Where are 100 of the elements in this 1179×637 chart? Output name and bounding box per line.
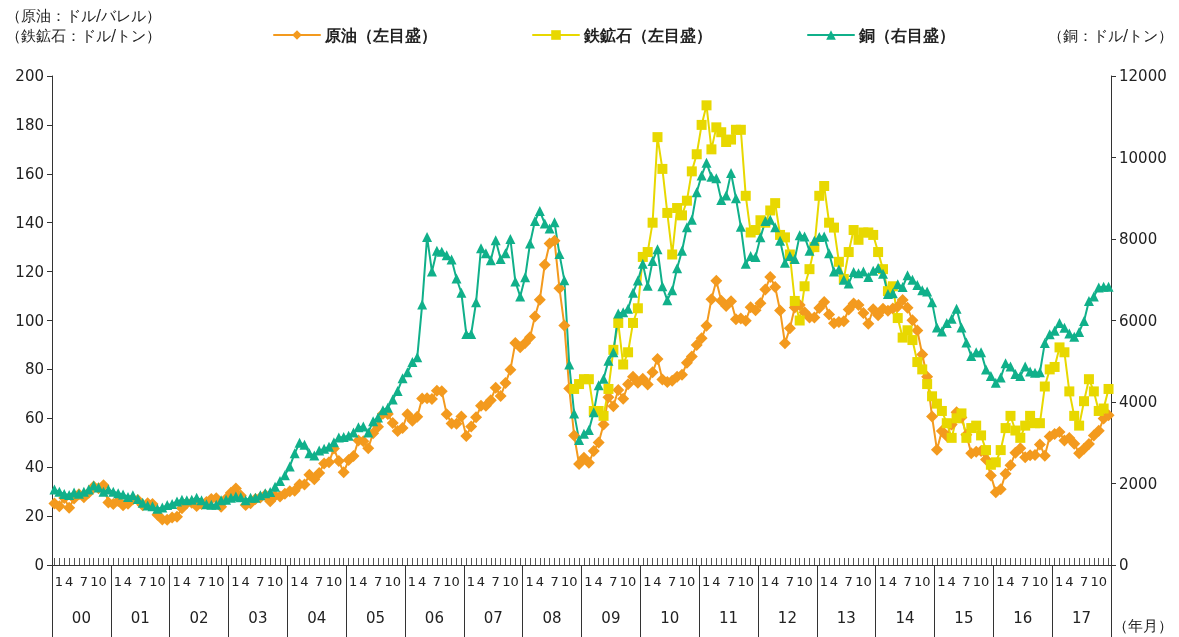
y-tick-label: 180 <box>15 115 44 134</box>
x-tick-label: 1 <box>996 574 1005 589</box>
x-tick-label: 7 <box>668 574 677 589</box>
text: 04 <box>307 608 327 627</box>
x-tick-label: 7 <box>726 574 736 589</box>
x-tick-label: 10 <box>90 574 107 589</box>
x-tick-label: 7 <box>138 574 147 589</box>
x-tick-label: 1 <box>113 574 122 589</box>
text: 13 <box>836 608 856 627</box>
x-tick-label: 4 <box>1006 574 1015 589</box>
y-tick-label: 140 <box>15 213 44 232</box>
x-tick-label: 7 <box>550 574 559 589</box>
y-tick-label: 200 <box>15 67 44 85</box>
y2-tick-label: 2000 <box>1119 474 1158 493</box>
x-tick-label: 10 <box>855 574 872 589</box>
x-tick-label: 4 <box>476 574 486 589</box>
text: 17 <box>1072 608 1092 627</box>
x-tick-label: 1 <box>231 574 240 589</box>
x-tick-label: 4 <box>594 574 603 589</box>
text: 07 <box>483 608 503 627</box>
text: 09 <box>601 608 621 627</box>
x-tick-label: 4 <box>535 574 544 589</box>
x-tick-label: 7 <box>79 574 89 589</box>
y2-tick-label: 8000 <box>1119 230 1158 248</box>
x-axis-title: （年月） <box>1113 616 1173 635</box>
x-tick-label: 10 <box>1031 574 1049 589</box>
y-tick-label: 0 <box>34 556 44 574</box>
text: 10 <box>660 608 680 627</box>
y-axis-title: （原油：ドル/バレル）（鉄鉱石：ドル/トン） <box>6 7 162 45</box>
x-tick-label: 7 <box>609 574 618 589</box>
text: 06 <box>424 608 444 627</box>
x-tick-label: 1 <box>937 574 946 589</box>
text: 00 <box>71 608 91 627</box>
x-tick-label: 4 <box>123 574 133 589</box>
y-tick-label: 80 <box>24 360 44 379</box>
text: 08 <box>542 608 562 627</box>
x-tick-label: 10 <box>502 574 519 589</box>
x-tick-label: 4 <box>300 574 309 589</box>
x-tick-label: 10 <box>913 574 931 589</box>
x-tick-label: 1 <box>701 574 711 589</box>
x-tick-label: 10 <box>207 574 225 589</box>
y2-tick-label: 0 <box>1119 556 1129 574</box>
x-tick-label: 4 <box>1065 574 1074 589</box>
x-tick-label: 1 <box>878 574 887 589</box>
x-tick-label: 1 <box>172 574 181 589</box>
x-tick-label: 7 <box>844 574 853 589</box>
x-tick-label: 4 <box>947 574 956 589</box>
y-tick-label: 20 <box>24 507 44 526</box>
x-tick-label: 4 <box>888 574 897 589</box>
x-tick-label: 1 <box>407 574 417 589</box>
text: 05 <box>366 608 386 627</box>
x-tick-label: 4 <box>771 574 780 589</box>
x-tick-label: 10 <box>737 574 755 589</box>
x-tick-label: 7 <box>903 574 912 589</box>
x-tick-label: 1 <box>290 574 299 589</box>
y2-tick-label: 10000 <box>1119 148 1167 167</box>
x-tick-label: 7 <box>373 574 383 589</box>
x-tick-label: 7 <box>491 574 500 589</box>
x-tick-label: 1 <box>525 574 534 589</box>
legend-label: 鉄鉱石（左目盛） <box>583 25 712 45</box>
x-tick-label: 10 <box>972 574 990 589</box>
text: 14 <box>895 608 915 627</box>
x-tick-label: 4 <box>653 574 662 589</box>
text: 15 <box>954 608 974 627</box>
x-tick-label: 10 <box>443 574 460 589</box>
y2-tick-label: 6000 <box>1119 311 1158 330</box>
x-tick-label: 1 <box>466 574 475 589</box>
x-tick-label: 7 <box>315 574 324 589</box>
x-tick-label: 10 <box>1090 574 1108 589</box>
legend-label: 原油（左目盛） <box>324 25 437 45</box>
x-tick-label: 1 <box>643 574 652 589</box>
x-tick-label: 10 <box>796 574 813 589</box>
y2-tick-label: 4000 <box>1119 393 1158 411</box>
x-tick-label: 1 <box>760 574 770 589</box>
x-tick-label: 7 <box>256 574 265 589</box>
text: 03 <box>248 608 268 627</box>
x-tick-label: 1 <box>54 574 64 589</box>
x-tick-label: 7 <box>962 574 971 589</box>
x-tick-label: 4 <box>65 574 74 589</box>
x-tick-label: 7 <box>785 574 795 589</box>
y-tick-label: 120 <box>15 262 44 281</box>
y-tick-label: 60 <box>24 409 44 428</box>
x-tick-label: 10 <box>325 574 343 589</box>
x-tick-label: 4 <box>359 574 368 589</box>
y-tick-label: 40 <box>24 458 44 477</box>
x-tick-label: 7 <box>1021 574 1030 589</box>
y-tick-label: 100 <box>15 311 44 330</box>
text: 16 <box>1013 608 1033 627</box>
text: 11 <box>719 608 739 627</box>
x-tick-label: 10 <box>678 574 696 589</box>
x-tick-label: 7 <box>432 574 442 589</box>
x-tick-label: 10 <box>619 574 637 589</box>
x-tick-label: 7 <box>1079 574 1089 589</box>
x-tick-label: 1 <box>1054 574 1064 589</box>
x-tick-label: 7 <box>197 574 206 589</box>
x-tick-label: 1 <box>819 574 828 589</box>
legend-label: 銅（右目盛） <box>858 25 955 45</box>
y-tick-label: 160 <box>15 164 44 183</box>
x-tick-label: 4 <box>418 574 427 589</box>
x-tick-label: 4 <box>829 574 839 589</box>
